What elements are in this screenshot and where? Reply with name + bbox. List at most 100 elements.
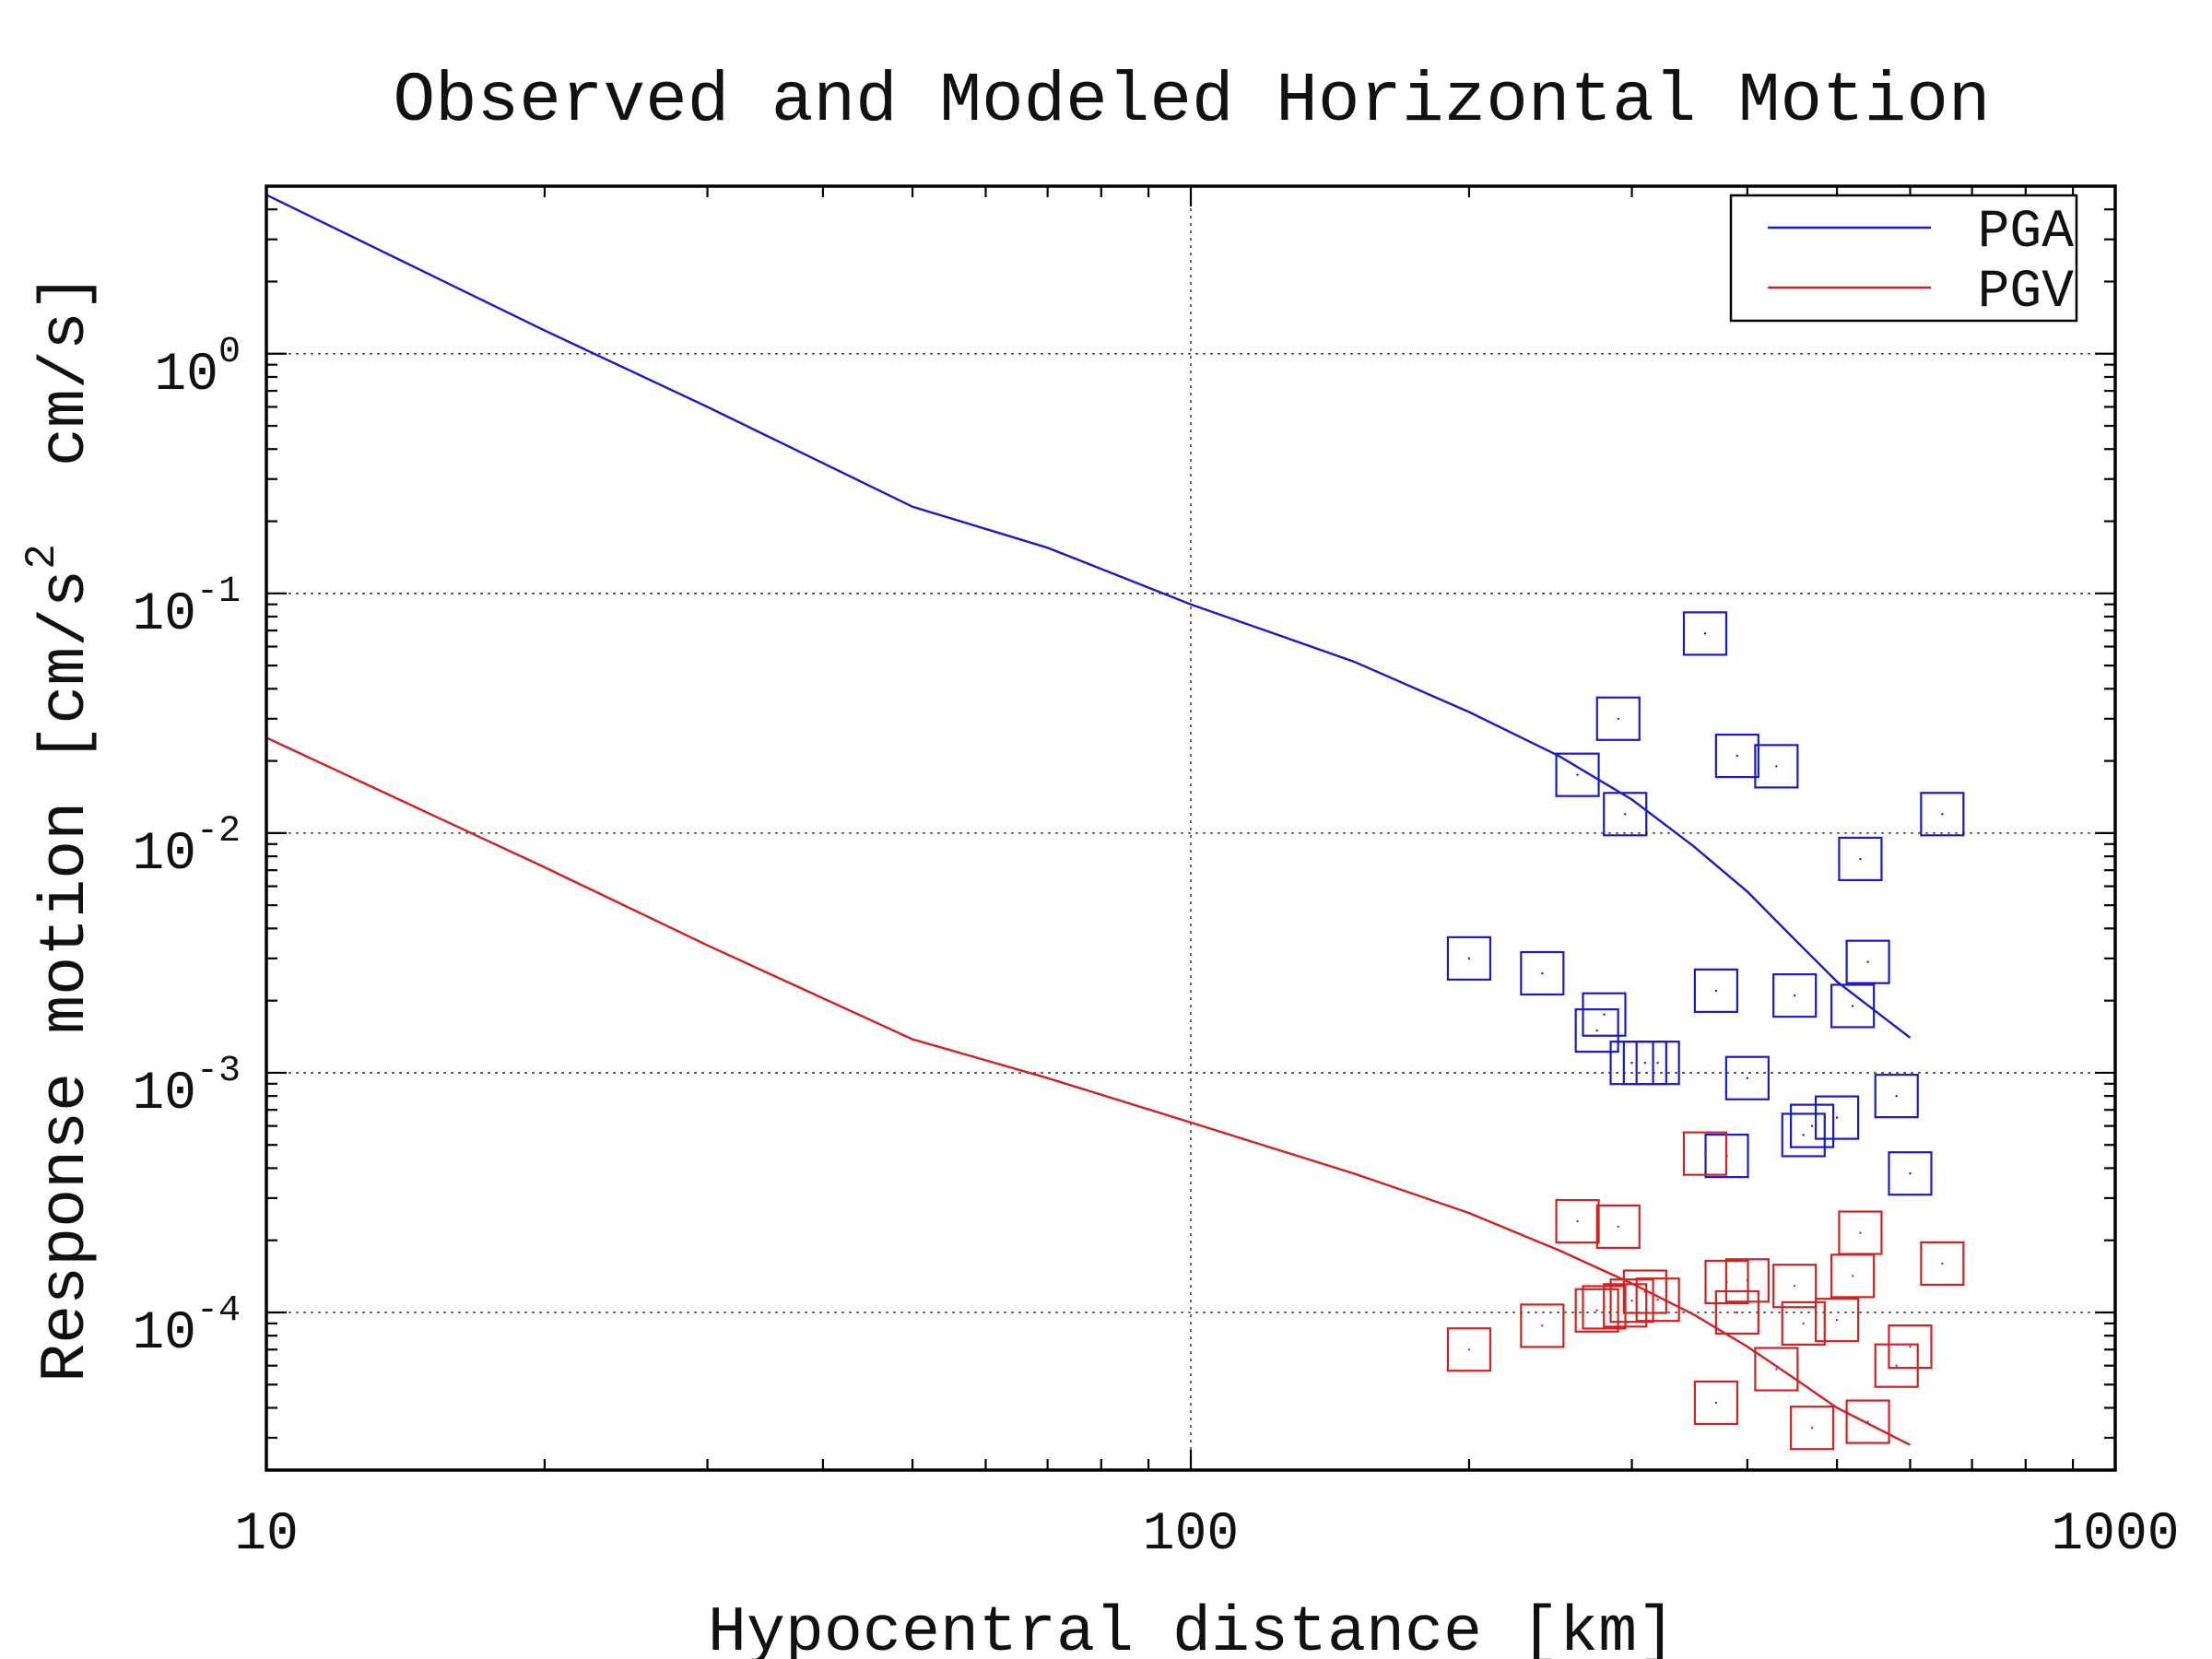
marker-pgv (1446, 1327, 1492, 1372)
marker-pga (1781, 1112, 1826, 1158)
marker-center-pgv (1703, 1152, 1707, 1155)
marker-pga (1724, 1055, 1770, 1100)
series-line-pga (266, 194, 1912, 1039)
marker-pgv (1920, 1241, 1965, 1287)
marker-pga (1830, 983, 1876, 1029)
marker-center-pga (1714, 989, 1718, 993)
grid (266, 186, 2115, 1470)
marker-center-pga (1617, 717, 1619, 721)
marker-pgv (1693, 1380, 1739, 1426)
marker-center-pgv (1895, 1364, 1898, 1367)
marker-pga (1920, 792, 1965, 837)
marker-center-pga (1703, 632, 1707, 635)
marker-pgv (1772, 1264, 1818, 1309)
marker-center-pga (1624, 813, 1627, 816)
chart-title: Observed and Modeled Horizontal Motion (393, 62, 1990, 141)
y-tick-label: 10-2 (132, 811, 241, 885)
marker-pgv (1724, 1258, 1770, 1303)
marker-center-pga (1643, 1061, 1647, 1065)
marker-center-pga (1909, 1172, 1912, 1175)
x-tick-label: 10 (234, 1505, 299, 1565)
marker-pga (1714, 733, 1759, 779)
marker-pga (1582, 992, 1627, 1037)
marker-pga (1838, 836, 1883, 882)
y-tick-label: 100 (154, 332, 241, 406)
marker-center-pgv (1835, 1318, 1839, 1322)
marker-pgv (1838, 1210, 1883, 1255)
marker-pga (1754, 744, 1799, 789)
marker-pga (1845, 939, 1890, 984)
marker-center-pga (1859, 857, 1862, 861)
marker-center-pgv (1735, 1311, 1739, 1314)
marker-center-pga (1866, 960, 1869, 963)
marker-center-pgv (1576, 1219, 1579, 1223)
marker-pgv (1790, 1406, 1835, 1451)
marker-pga (1888, 1151, 1933, 1196)
marker-center-pgv (1810, 1427, 1814, 1430)
marker-pga (1595, 696, 1641, 741)
marker-center-pga (1941, 813, 1944, 816)
marker-center-pga (1603, 1013, 1606, 1016)
y-axis-label-main: Response motion [cm/s (30, 570, 103, 1382)
axis-ticks (265, 186, 2117, 1470)
marker-center-pga (1895, 1094, 1898, 1098)
marker-pgv (1574, 1288, 1619, 1333)
legend: PGA PGV (1729, 194, 2078, 323)
marker-center-pgv (1775, 1368, 1778, 1371)
marker-center-pgv (1746, 1279, 1749, 1282)
marker-pgv (1555, 1199, 1600, 1244)
marker-pgv (1682, 1131, 1728, 1176)
legend-label-pga: PGA (1978, 203, 2075, 263)
marker-pga (1555, 752, 1600, 797)
marker-center-pga (1630, 1061, 1633, 1065)
marker-pga (1772, 973, 1818, 1018)
marker-pgv (1622, 1269, 1667, 1314)
marker-center-pga (1775, 765, 1778, 768)
marker-pga (1682, 611, 1728, 656)
y-axis-label-superscript: 2 (18, 544, 66, 570)
marker-center-pga (1541, 971, 1544, 975)
marker-center-pgv (1909, 1345, 1912, 1348)
marker-pgv (1781, 1300, 1826, 1346)
y-axis-label-unit: cm/s] (30, 273, 103, 544)
marker-center-pgv (1467, 1348, 1471, 1351)
series-line-pgv (266, 736, 1912, 1446)
marker-pga (1790, 1103, 1835, 1148)
marker-pgv (1845, 1399, 1890, 1444)
x-tick-labels: 10 100 1000 (234, 1505, 2179, 1565)
marker-pgv (1603, 1283, 1648, 1328)
marker-center-pgv (1859, 1231, 1862, 1234)
marker-pga (1814, 1095, 1860, 1140)
marker-pga (1603, 792, 1648, 837)
marker-pgv (1754, 1347, 1799, 1392)
marker-center-pgv (1656, 1298, 1659, 1301)
marker-center-pgv (1643, 1290, 1647, 1293)
marker-pga (1693, 968, 1739, 1013)
x-axis-label: Hypocentral distance [km] (708, 1597, 1676, 1659)
marker-pga (1635, 1041, 1680, 1086)
y-tick-label: 10-4 (132, 1290, 241, 1364)
marker-center-pga (1835, 1116, 1839, 1119)
marker-center-pgv (1851, 1275, 1854, 1277)
marker-pgv (1595, 1204, 1641, 1250)
marker-pga (1446, 935, 1492, 981)
x-tick-label: 1000 (2051, 1505, 2179, 1565)
marker-center-pga (1746, 1077, 1749, 1079)
marker-center-pgv (1630, 1299, 1633, 1302)
y-tick-labels: 100 10-1 10-2 10-3 10-4 (132, 332, 241, 1364)
legend-label-pgv: PGV (1978, 263, 2075, 323)
marker-center-pga (1576, 773, 1579, 776)
marker-center-pga (1656, 1061, 1659, 1065)
marker-center-pga (1467, 957, 1471, 960)
marker-pga (1520, 950, 1565, 996)
marker-pga (1874, 1074, 1919, 1119)
marker-pgv (1609, 1278, 1654, 1324)
marker-center-pga (1810, 1124, 1814, 1127)
marker-center-pga (1595, 1029, 1598, 1032)
y-tick-label: 10-3 (132, 1051, 241, 1124)
plot-frame (265, 184, 2117, 1472)
marker-center-pgv (1617, 1225, 1619, 1229)
marker-pgv (1714, 1289, 1759, 1335)
legend-box (1729, 194, 2078, 323)
